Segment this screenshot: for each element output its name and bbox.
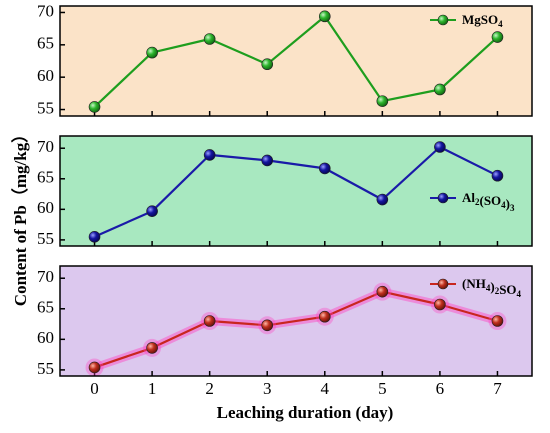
data-point: [376, 285, 389, 298]
data-point: [261, 154, 274, 167]
legend-marker: [437, 14, 449, 26]
data-point: [146, 342, 158, 354]
x-tick-label: 6: [436, 379, 445, 398]
data-point: [261, 319, 274, 332]
x-tick-label: 7: [493, 379, 502, 398]
legend: (NH4)2SO4: [430, 276, 522, 299]
legend-label: Al2(SO4)3: [462, 190, 515, 213]
data-point: [491, 169, 504, 182]
legend-label: MgSO4: [462, 12, 503, 29]
legend: Al2(SO4)3: [430, 190, 515, 213]
y-tick-label: 70: [37, 1, 54, 20]
data-point: [203, 315, 216, 327]
data-point: [146, 46, 158, 59]
legend-marker: [437, 278, 449, 290]
data-point: [491, 315, 504, 327]
data-point: [491, 31, 504, 43]
panel-1: 55 60 65 70 Al2(SO4)3: [37, 135, 533, 248]
data-point: [318, 10, 331, 23]
y-tick-label: 65: [37, 298, 54, 317]
legend: MgSO4: [430, 12, 503, 29]
y-tick-label: 70: [37, 137, 54, 156]
data-point: [203, 149, 216, 161]
panel-frame: [59, 135, 533, 247]
data-point: [318, 310, 331, 323]
series-line: [93, 15, 499, 108]
x-tick-label: 1: [148, 379, 157, 398]
data-point: [318, 162, 331, 175]
data-point: [434, 298, 446, 311]
panel-frame: [59, 265, 533, 377]
x-tick-label: 2: [205, 379, 214, 398]
x-tick-label: 4: [321, 379, 330, 398]
y-tick-label: 65: [37, 168, 54, 187]
x-tick-label: 3: [263, 379, 272, 398]
y-tick-label: 55: [37, 229, 54, 248]
data-point: [376, 95, 389, 107]
y-tick-label: 70: [37, 267, 54, 286]
data-point: [88, 101, 101, 113]
series-line: [94, 145, 498, 238]
x-tick-label: 0: [90, 379, 99, 398]
x-axis-label: Leaching duration (day): [217, 403, 394, 422]
panel-frame: [59, 5, 533, 117]
panel-background: [60, 6, 532, 116]
data-point: [261, 58, 274, 71]
legend-label: (NH4)2SO4: [462, 276, 522, 299]
legend-marker: [437, 192, 449, 204]
data-point: [88, 231, 101, 243]
data-point: [376, 193, 389, 206]
series-line: [94, 290, 498, 369]
panel-2: 55 60 65 70 0 1 2 3 4 5 6 7 (NH4)2SO4: [37, 265, 533, 398]
data-point: [203, 33, 216, 45]
data-point: [434, 83, 446, 96]
y-tick-label: 60: [37, 328, 54, 347]
y-tick-label: 60: [37, 66, 54, 85]
data-point: [434, 141, 446, 153]
y-tick-label: 60: [37, 198, 54, 217]
y-tick-label: 55: [37, 98, 54, 117]
y-tick-label: 65: [37, 34, 54, 53]
x-tick-label: 5: [378, 379, 387, 398]
data-point: [146, 205, 158, 217]
y-axis-label: Content of Pb（mg/kg）: [10, 126, 30, 306]
data-point: [88, 361, 101, 374]
panel-0: 55 60 65 70 MgSO4: [37, 1, 533, 117]
y-tick-label: 55: [37, 359, 54, 378]
